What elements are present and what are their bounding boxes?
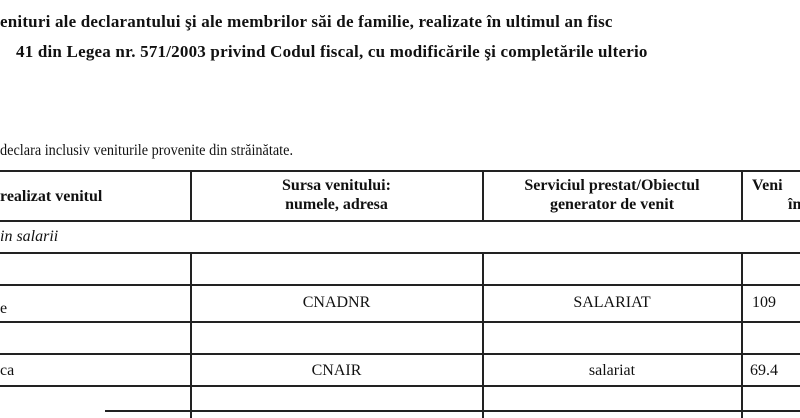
table-border [482, 170, 484, 220]
table-border [0, 321, 800, 323]
row-col1: e [0, 300, 8, 317]
table-border [0, 252, 800, 254]
header-col1: realizat venitul [0, 188, 103, 205]
section-label: in salarii [0, 228, 59, 245]
row-source: CNADNR [302, 294, 371, 311]
table-border [190, 170, 192, 220]
table-border [0, 170, 800, 172]
row-income: 109 [752, 294, 776, 311]
header-col4-line2: în [788, 196, 800, 213]
header-col2-line1: Sursa venitului: [282, 177, 391, 194]
header-col3-line2: generator de venit [549, 196, 675, 213]
heading-line-2: 41 din Legea nr. 571/2003 privind Codul … [16, 42, 648, 61]
note-text: declara inclusiv veniturile provenite di… [0, 142, 294, 159]
row-col1: ca [0, 362, 15, 379]
header-col2: Sursa venitului: numele, adresa [191, 176, 482, 214]
header-col3-line1: Serviciul prestat/Obiectul [524, 177, 700, 194]
table-border [0, 284, 800, 286]
header-col4-line1: Veni [752, 177, 783, 194]
row-source: CNAIR [311, 362, 362, 379]
table-border [0, 353, 800, 355]
heading-line-1: enituri ale declarantului şi ale membril… [0, 12, 613, 31]
table-border [0, 220, 800, 222]
table-border [105, 410, 800, 412]
header-col4: Veni în [752, 176, 800, 214]
table-border [0, 385, 800, 387]
row-income: 69.4 [750, 362, 778, 379]
header-col3: Serviciul prestat/Obiectul generator de … [483, 176, 741, 214]
row-service: salariat [588, 362, 636, 379]
table-border [482, 252, 484, 418]
table-border [741, 170, 743, 220]
row-service: SALARIAT [573, 294, 651, 311]
header-col2-line2: numele, adresa [285, 196, 388, 213]
table-border [741, 252, 743, 418]
table-border [190, 252, 192, 418]
